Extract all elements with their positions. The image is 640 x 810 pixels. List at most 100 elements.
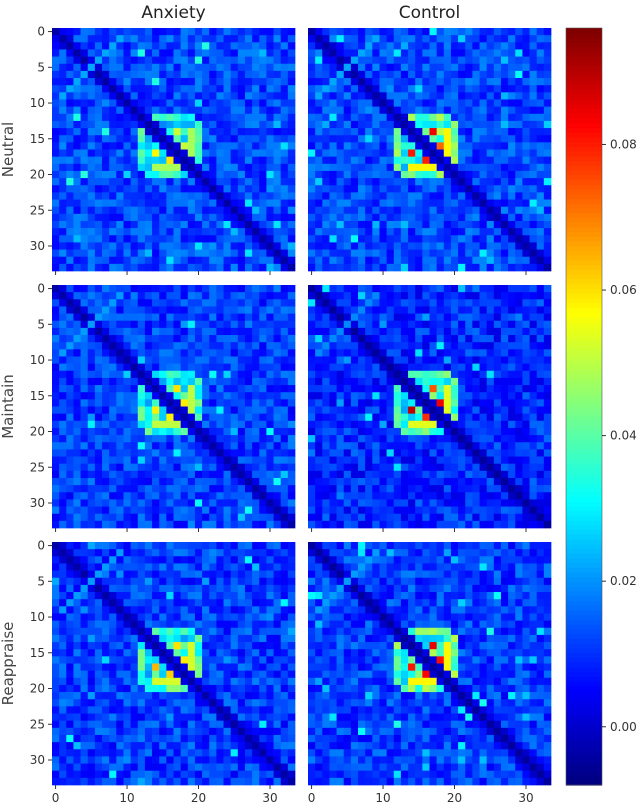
- heatmap-cell: [522, 42, 530, 50]
- heatmap-cell: [508, 163, 516, 172]
- heatmap-cell: [415, 149, 423, 157]
- heatmap-cell: [465, 435, 473, 443]
- heatmap-cell: [209, 35, 217, 43]
- heatmap-cell: [173, 49, 181, 57]
- heatmap-cell: [194, 313, 203, 322]
- heatmap-cell: [87, 435, 96, 443]
- heatmap-cell: [166, 299, 174, 307]
- heatmap-cell: [393, 220, 402, 229]
- heatmap-cell: [493, 99, 502, 107]
- heatmap-cell: [479, 456, 488, 465]
- heatmap-cell: [173, 220, 181, 229]
- heatmap-cell: [59, 285, 67, 293]
- heatmap-cell: [543, 106, 552, 115]
- heatmap-cell: [209, 485, 217, 493]
- heatmap-cell: [322, 185, 330, 193]
- heatmap-cell: [173, 356, 181, 364]
- heatmap-cell: [87, 413, 96, 422]
- heatmap-cell: [443, 170, 452, 179]
- heatmap-cell: [244, 285, 253, 293]
- heatmap-cell: [166, 506, 174, 515]
- heatmap-cell: [173, 349, 181, 357]
- heatmap-cell: [280, 356, 289, 364]
- heatmap-cell: [343, 327, 352, 336]
- heatmap-cell: [443, 56, 452, 65]
- heatmap-cell: [109, 156, 117, 165]
- heatmap-cell: [87, 263, 96, 272]
- heatmap-cell: [173, 420, 181, 429]
- heatmap-cell: [343, 406, 352, 414]
- heatmap-cell: [180, 156, 189, 165]
- heatmap-cell: [358, 420, 366, 429]
- heatmap-cell: [52, 420, 60, 429]
- heatmap-cell: [259, 470, 267, 479]
- heatmap-cell: [123, 85, 131, 93]
- heatmap-cell: [259, 477, 267, 486]
- heatmap-cell: [365, 285, 373, 293]
- heatmap-cell: [386, 470, 395, 479]
- heatmap-cell: [493, 28, 502, 36]
- heatmap-cell: [130, 120, 139, 129]
- heatmap-cell: [386, 149, 395, 157]
- heatmap-cell: [230, 178, 239, 186]
- heatmap-cell: [202, 113, 210, 122]
- heatmap-cell: [315, 170, 323, 179]
- heatmap-cell: [259, 206, 267, 215]
- heatmap-cell: [166, 256, 174, 265]
- heatmap-cell: [287, 385, 296, 393]
- heatmap-cell: [152, 327, 160, 336]
- heatmap-cell: [230, 28, 239, 36]
- heatmap-cell: [202, 135, 210, 143]
- heatmap-cell: [529, 213, 538, 222]
- heatmap-cell: [152, 335, 160, 343]
- heatmap-cell: [287, 427, 296, 436]
- heatmap-cell: [137, 235, 146, 243]
- heatmap-cell: [386, 306, 395, 314]
- heatmap-cell: [166, 584, 174, 593]
- heatmap-cell: [244, 377, 253, 386]
- heatmap-cell: [187, 392, 196, 400]
- heatmap-cell: [408, 206, 416, 215]
- heatmap-cell: [130, 99, 139, 107]
- heatmap-cell: [436, 263, 445, 272]
- heatmap-cell: [458, 392, 466, 400]
- heatmap-cell: [415, 128, 423, 136]
- heatmap-cell: [280, 85, 289, 93]
- heatmap-cell: [429, 242, 437, 250]
- heatmap-cell: [87, 513, 96, 522]
- heatmap-cell: [152, 92, 160, 100]
- heatmap-cell: [343, 435, 352, 443]
- heatmap-cell: [87, 56, 96, 65]
- heatmap-cell: [273, 606, 282, 614]
- heatmap-cell: [59, 106, 67, 115]
- heatmap-cell: [152, 363, 160, 372]
- heatmap-cell: [329, 185, 337, 193]
- heatmap-cell: [308, 163, 316, 172]
- heatmap-cell: [123, 78, 131, 86]
- heatmap-cell: [322, 385, 330, 393]
- heatmap-cell: [372, 520, 380, 529]
- heatmap-cell: [223, 63, 232, 72]
- heatmap-cell: [436, 142, 445, 150]
- heatmap-cell: [486, 142, 495, 150]
- heatmap-cell: [66, 170, 74, 179]
- heatmap-cell: [102, 28, 110, 36]
- heatmap-cell: [336, 213, 345, 222]
- heatmap-cell: [94, 92, 103, 100]
- heatmap-cell: [137, 320, 146, 329]
- heatmap-cell: [180, 92, 189, 100]
- heatmap-cell: [436, 149, 445, 157]
- heatmap-cell: [73, 99, 81, 107]
- heatmap-cell: [336, 470, 345, 479]
- heatmap-cell: [159, 228, 167, 236]
- heatmap-cell: [372, 156, 380, 165]
- heatmap-cell: [230, 492, 239, 500]
- heatmap-cell: [152, 242, 160, 250]
- heatmap-cell: [415, 320, 423, 329]
- heatmap-cell: [500, 385, 509, 393]
- heatmap-cell: [500, 185, 509, 193]
- heatmap-cell: [59, 228, 67, 236]
- heatmap-cell: [508, 399, 516, 407]
- heatmap-cell: [486, 327, 495, 336]
- heatmap-cell: [422, 299, 430, 307]
